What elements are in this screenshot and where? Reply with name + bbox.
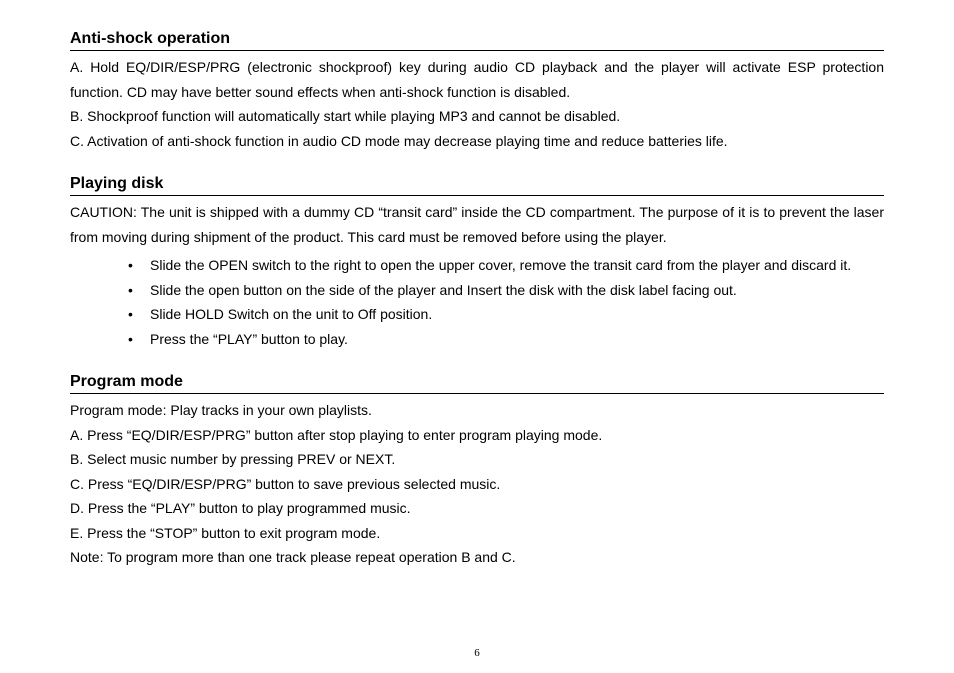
list-item: Slide the OPEN switch to the right to op… xyxy=(128,253,884,278)
anti-shock-item-b: B. Shockproof function will automaticall… xyxy=(70,104,884,129)
list-item: Press the “PLAY” button to play. xyxy=(128,327,884,352)
program-mode-d: D. Press the “PLAY” button to play progr… xyxy=(70,496,884,521)
section-program-mode: Program mode Program mode: Play tracks i… xyxy=(70,373,884,570)
playing-disk-steps: Slide the OPEN switch to the right to op… xyxy=(70,253,884,351)
manual-page: Anti-shock operation A. Hold EQ/DIR/ESP/… xyxy=(0,0,954,673)
heading-program-mode: Program mode xyxy=(70,373,884,394)
playing-disk-caution: CAUTION: The unit is shipped with a dumm… xyxy=(70,200,884,249)
heading-anti-shock: Anti-shock operation xyxy=(70,30,884,51)
section-playing-disk: Playing disk CAUTION: The unit is shippe… xyxy=(70,175,884,351)
program-mode-a: A. Press “EQ/DIR/ESP/PRG” button after s… xyxy=(70,423,884,448)
heading-playing-disk: Playing disk xyxy=(70,175,884,196)
section-anti-shock: Anti-shock operation A. Hold EQ/DIR/ESP/… xyxy=(70,30,884,153)
anti-shock-item-c: C. Activation of anti-shock function in … xyxy=(70,129,884,154)
program-mode-intro: Program mode: Play tracks in your own pl… xyxy=(70,398,884,423)
program-mode-e: E. Press the “STOP” button to exit progr… xyxy=(70,521,884,546)
page-number: 6 xyxy=(0,647,954,659)
program-mode-note: Note: To program more than one track ple… xyxy=(70,545,884,570)
list-item: Slide the open button on the side of the… xyxy=(128,278,884,303)
anti-shock-item-a: A. Hold EQ/DIR/ESP/PRG (electronic shock… xyxy=(70,55,884,104)
list-item: Slide HOLD Switch on the unit to Off pos… xyxy=(128,302,884,327)
program-mode-c: C. Press “EQ/DIR/ESP/PRG” button to save… xyxy=(70,472,884,497)
program-mode-b: B. Select music number by pressing PREV … xyxy=(70,447,884,472)
